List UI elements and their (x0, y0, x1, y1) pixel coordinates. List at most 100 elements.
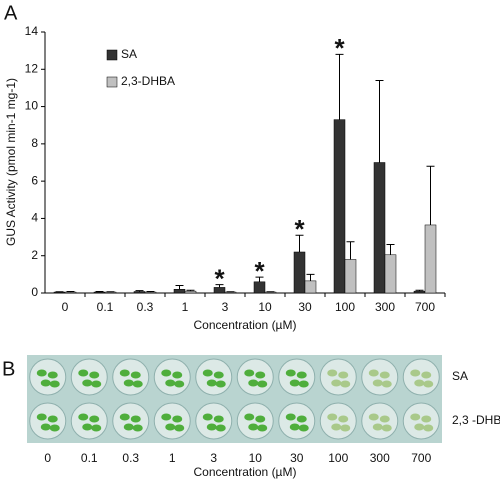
seedling (47, 415, 58, 423)
seedling (213, 371, 224, 379)
panel-label: A (4, 2, 18, 24)
seedling (414, 379, 425, 387)
well (319, 402, 357, 440)
column-label: 10 (249, 451, 263, 465)
seedling (244, 413, 255, 421)
seedling (172, 415, 183, 423)
seedling (78, 413, 89, 421)
bar (104, 291, 117, 294)
seedling (123, 379, 134, 387)
error-bar (135, 290, 144, 292)
annotation: * (214, 263, 225, 293)
x-tick-label: 10 (258, 300, 272, 314)
well (319, 358, 357, 396)
seedling (123, 423, 134, 431)
seedling (368, 369, 379, 377)
bar (293, 251, 306, 294)
bar (64, 291, 77, 294)
seedling (89, 371, 100, 379)
error-bar (215, 284, 224, 288)
seedling (289, 423, 300, 431)
y-tick-label: 8 (31, 136, 38, 150)
seedling (165, 379, 176, 387)
column-label: 700 (411, 451, 431, 465)
well (70, 402, 108, 440)
seedling (289, 379, 300, 387)
y-tick-label: 12 (25, 61, 39, 75)
bar (424, 224, 437, 294)
y-tick-label: 0 (31, 285, 38, 299)
seedling (206, 379, 217, 387)
well (70, 358, 108, 396)
y-tick-label: 14 (25, 24, 39, 38)
seedling (202, 413, 213, 421)
seedling (40, 379, 51, 387)
x-tick-label: 30 (298, 300, 312, 314)
x-tick-label: 0.3 (137, 300, 154, 314)
well (278, 402, 316, 440)
seedling (298, 380, 309, 388)
legend-label: SA (121, 47, 137, 61)
bar (384, 254, 397, 294)
well (112, 402, 150, 440)
seedling (36, 369, 47, 377)
well (361, 402, 399, 440)
y-tick-label: 6 (31, 173, 38, 187)
column-label: 3 (210, 451, 217, 465)
seedling (423, 424, 434, 432)
error-bar (415, 289, 424, 292)
seedling (49, 424, 60, 432)
annotation: * (334, 33, 345, 63)
seedling (285, 369, 296, 377)
seedling (372, 423, 383, 431)
x-tick-label: 3 (222, 300, 229, 314)
well (195, 358, 233, 396)
column-label: 1 (169, 451, 176, 465)
error-bar (186, 289, 195, 292)
x-tick-label: 100 (335, 300, 355, 314)
y-tick-label: 10 (25, 99, 39, 113)
error-bar (386, 244, 395, 255)
error-bar (295, 234, 304, 252)
y-tick-label: 2 (31, 248, 38, 262)
legend-label: 2,3-DHBA (121, 74, 175, 88)
seedling (215, 424, 226, 432)
row-label: SA (452, 369, 468, 383)
seedling (331, 423, 342, 431)
seedling (327, 369, 338, 377)
seedling (165, 423, 176, 431)
seedling (130, 371, 141, 379)
row-label: 2,3 -DHBA (452, 413, 500, 427)
seedling (215, 380, 226, 388)
well (402, 358, 440, 396)
seedling (421, 371, 432, 379)
error-bar (346, 241, 355, 260)
x-tick-label: 700 (415, 300, 435, 314)
seedling (174, 380, 185, 388)
column-label: 0.1 (81, 451, 98, 465)
seedling (82, 379, 93, 387)
seedling (381, 380, 392, 388)
bar (53, 291, 66, 294)
well (278, 358, 316, 396)
seedling (255, 371, 266, 379)
seedling (296, 415, 307, 423)
error-bar (175, 285, 184, 290)
seedling (119, 413, 130, 421)
well (153, 402, 191, 440)
seedling (119, 369, 130, 377)
well (361, 358, 399, 396)
panel-label: B (2, 358, 15, 380)
seedling (202, 369, 213, 377)
seedling (132, 380, 143, 388)
well (236, 358, 274, 396)
well (236, 402, 274, 440)
seedling (78, 369, 89, 377)
bar (304, 280, 317, 294)
well (29, 402, 67, 440)
error-bar (66, 291, 75, 293)
seedling (340, 380, 351, 388)
error-bar (95, 291, 104, 293)
seedling (244, 369, 255, 377)
